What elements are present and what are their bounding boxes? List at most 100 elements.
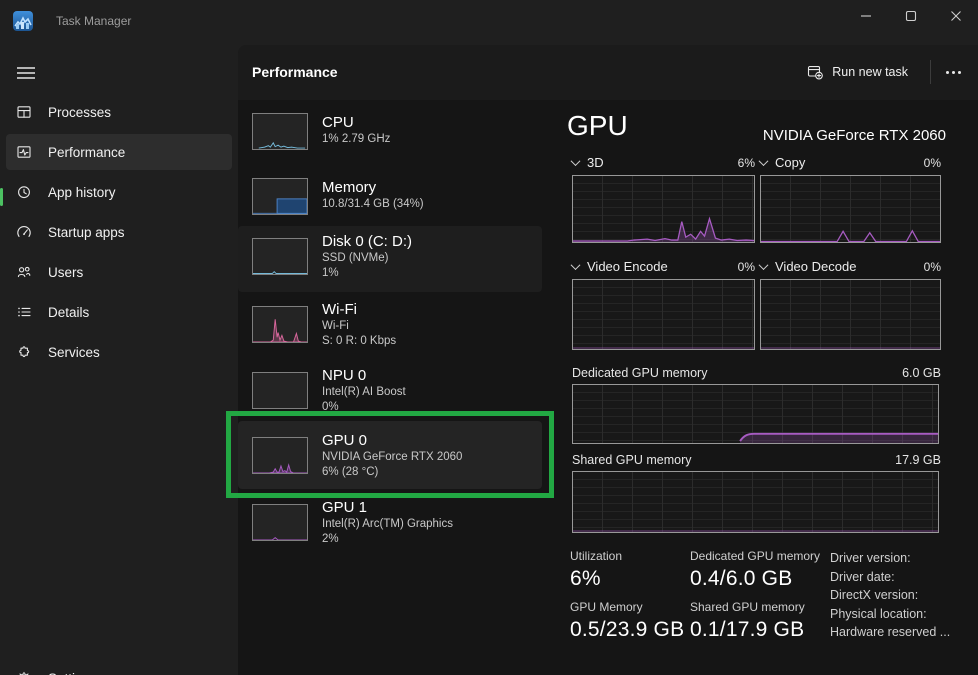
app-history-icon [18,186,30,199]
info-driver-date: Driver date: [830,569,895,584]
sidebar-item-label: App history [48,184,116,200]
driver-info-column: Driver version: Driver date: DirectX ver… [830,549,950,642]
chart-value: 0% [737,259,755,274]
chart-value: 0% [923,259,941,274]
chevron-down-icon[interactable] [758,156,769,167]
perf-item-name: NPU 0 [322,367,367,384]
gpu0-mini-chart [252,437,308,474]
close-icon [950,11,961,21]
perf-item-gpu0[interactable]: GPU 0 NVIDIA GeForce RTX 2060 6% (28 °C) [238,427,542,493]
startup-apps-icon [17,225,31,237]
perf-item-sub: Intel(R) Arc(TM) Graphics [322,518,453,530]
more-options-button[interactable] [936,57,970,87]
sidebar-item-performance[interactable]: Performance [6,134,232,170]
sidebar-item-label: Services [48,344,100,360]
perf-item-stat: S: 0 R: 0 Kbps [322,335,397,347]
perf-item-gpu1[interactable]: GPU 1 Intel(R) Arc(TM) Graphics 2% [238,494,542,560]
header-divider [930,60,931,84]
detail-title: GPU [567,110,628,141]
perf-item-wifi[interactable]: Wi-Fi Wi-Fi S: 0 R: 0 Kbps [238,296,542,362]
more-options-icon [945,70,949,74]
chart-dedicated-memory [572,384,939,444]
chart-header-video-encode: Video Encode 0% [570,258,755,275]
perf-item-sub: NVIDIA GeForce RTX 2060 [322,451,463,463]
chart-max-value: 17.9 GB [895,453,941,467]
processes-icon [17,106,31,118]
stat-label-gpu-memory: GPU Memory [570,600,643,614]
sidebar-item-settings[interactable]: Settings [6,660,232,675]
performance-icon [17,146,31,158]
sidebar-item-label: Settings [48,671,97,675]
chart-label: Shared GPU memory [572,453,692,467]
gpu-device-name: NVIDIA GeForce RTX 2060 [762,127,946,144]
task-manager-logo-icon [13,11,33,31]
sidebar-item-label: Details [48,304,90,320]
close-button[interactable] [933,0,978,32]
chevron-down-icon[interactable] [570,260,581,271]
stat-value-utilization: 6% [570,567,601,590]
minimize-button[interactable] [843,0,888,32]
chart-label: Dedicated GPU memory [572,366,708,380]
shared-memory-header: Shared GPU memory 17.9 GB [572,453,941,469]
titlebar: Task Manager [0,0,978,45]
perf-item-sub: Wi-Fi [322,320,349,332]
sidebar-item-services[interactable]: Services [6,334,232,370]
maximize-icon [905,10,916,22]
stat-label-utilization: Utilization [570,549,623,563]
window-controls [843,0,978,32]
sidebar-item-app-history[interactable]: App history [6,174,232,210]
perf-item-name: Memory [322,179,377,196]
sidebar-item-details[interactable]: Details [6,294,232,330]
stat-value-gpu-memory: 0.5/23.9 GB [570,618,685,641]
perf-item-disk0[interactable]: Disk 0 (C: D:) SSD (NVMe) 1% [238,228,542,294]
sidebar-item-users[interactable]: Users [6,254,232,290]
chevron-down-icon[interactable] [570,156,581,167]
perf-item-name: Wi-Fi [322,301,357,318]
chart-value: 6% [737,155,755,170]
chart-label: Video Encode [587,259,668,274]
perf-item-name: Disk 0 (C: D:) [322,233,412,250]
perf-item-sub: SSD (NVMe) [322,252,389,264]
perf-item-stat: 6% (28 °C) [322,466,379,478]
chart-3d [572,175,755,243]
npu-mini-chart [252,372,308,409]
perf-item-memory[interactable]: Memory 10.8/31.4 GB (34%) [238,171,542,233]
chart-label: Copy [775,155,806,170]
chart-value: 0% [923,155,941,170]
perf-item-name: GPU 0 [322,432,368,449]
perf-item-stat: 1% 2.79 GHz [322,133,391,145]
gpu1-mini-chart [252,504,308,541]
chevron-down-icon[interactable] [758,260,769,271]
sidebar-item-startup-apps[interactable]: Startup apps [6,214,232,250]
sidebar-item-label: Performance [48,144,126,160]
users-icon [17,266,31,278]
window-title: Task Manager [56,14,132,28]
chart-copy [760,175,941,243]
services-icon [19,346,30,358]
disk-mini-chart [252,238,308,275]
run-new-task-label: Run new task [832,65,908,79]
perf-item-stat: 0% [322,401,339,413]
perf-item-stat: 2% [322,533,339,545]
stat-value-dedicated-memory: 0.4/6.0 GB [690,567,793,590]
hamburger-menu-icon [17,67,35,79]
sidebar-item-label: Processes [48,104,112,120]
run-new-task-button[interactable]: Run new task [795,57,920,87]
sidebar-item-processes[interactable]: Processes [6,94,232,130]
chart-header-video-decode: Video Decode 0% [758,258,941,275]
run-new-task-icon [808,66,824,80]
sidebar: Processes Performance App history Startu… [0,45,238,675]
chart-max-value: 6.0 GB [902,366,941,380]
maximize-button[interactable] [888,0,933,32]
perf-item-name: CPU [322,114,354,131]
chart-header-copy: Copy 0% [758,154,941,171]
chart-shared-memory [572,471,939,533]
perf-item-npu0[interactable]: NPU 0 Intel(R) AI Boost 0% [238,362,542,428]
info-physical-location: Physical location: [830,606,927,621]
stat-label-dedicated-memory: Dedicated GPU memory [690,549,821,563]
dedicated-memory-header: Dedicated GPU memory 6.0 GB [572,366,941,382]
details-icon [18,307,31,317]
navigation-toggle-button[interactable] [8,57,44,89]
perf-item-cpu[interactable]: CPU 1% 2.79 GHz [238,105,542,167]
sidebar-item-label: Users [48,264,84,280]
